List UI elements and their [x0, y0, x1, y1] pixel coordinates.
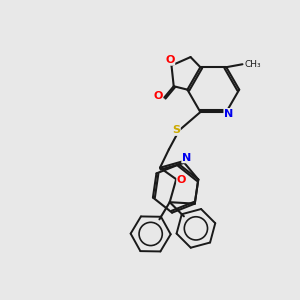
Text: N: N: [182, 153, 191, 163]
Text: O: O: [153, 91, 163, 101]
Text: N: N: [224, 109, 233, 118]
Text: O: O: [177, 175, 186, 185]
Text: O: O: [165, 55, 175, 65]
Text: S: S: [172, 125, 180, 135]
Text: CH₃: CH₃: [244, 60, 261, 69]
